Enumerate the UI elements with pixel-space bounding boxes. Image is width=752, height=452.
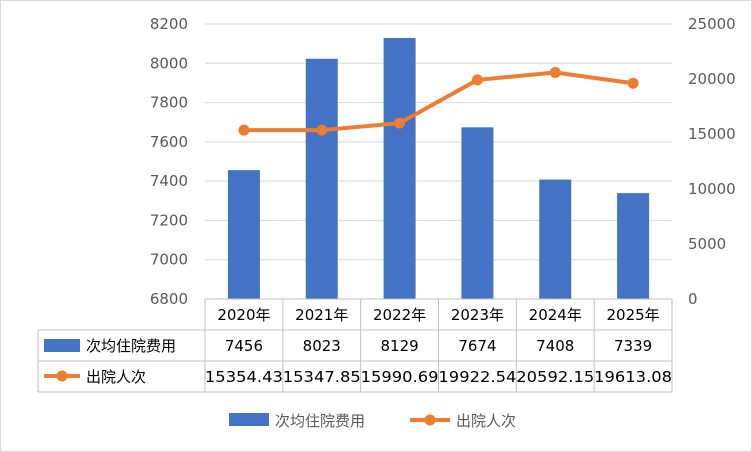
line-point [394,117,406,129]
left-y-axis: 6800 7000 7200 7400 7600 7800 8000 8200 [150,15,188,308]
line-value-label: 15347.85 [283,368,361,386]
category-label: 2022年 [373,306,426,324]
right-y-axis: 0 5000 10000 15000 20000 25000 [688,15,736,308]
line-point [316,124,328,136]
bar-series-name: 次均住院费用 [86,337,176,355]
left-tick-label: 7400 [150,172,188,190]
line-path [243,70,634,133]
right-tick-label: 20000 [688,70,736,88]
line-value-label: 15990.69 [361,368,439,386]
left-tick-label: 7200 [150,211,188,229]
bar [227,170,260,299]
bar-value-label: 8023 [303,337,341,355]
left-tick-label: 7600 [150,133,188,151]
line-point [238,124,250,136]
left-tick-label: 8000 [150,54,188,72]
category-label: 2023年 [451,306,504,324]
bar-value-label: 7674 [458,337,496,355]
category-label: 2025年 [606,306,659,324]
line-point [627,77,639,89]
right-tick-label: 15000 [688,125,736,143]
right-tick-label: 25000 [688,15,736,33]
data-table: 2020年 7456 15354.43 2021年 8023 15347.85 2022年 8… [37,298,673,393]
bar-key [44,339,80,352]
bar-value-label: 7456 [225,337,263,355]
bar-value-label: 7408 [536,337,574,355]
line-series-name: 出院人次 [86,368,146,386]
line-point [471,74,483,86]
left-tick-label: 8200 [150,15,188,33]
bar-series [227,37,650,300]
right-tick-label: 0 [688,290,698,308]
line-point [549,66,561,78]
legend-bar-label: 次均住院费用 [275,412,365,430]
left-tick-label: 6800 [150,290,188,308]
line-key-marker [56,370,68,382]
left-tick-label: 7800 [150,94,188,112]
bar-value-label: 7339 [614,337,652,355]
bar [305,58,338,300]
legend: 次均住院费用 出院人次 [229,412,516,430]
legend-line-label: 出院人次 [456,412,516,430]
bar [539,179,572,299]
category-label: 2020年 [217,306,270,324]
bar [383,37,416,299]
left-tick-label: 7000 [150,251,188,269]
line-value-label: 20592.15 [516,368,594,386]
bar [461,127,494,299]
category-label: 2024年 [529,306,582,324]
right-tick-label: 5000 [688,235,726,253]
line-series [238,66,639,136]
legend-bar-key [229,413,269,426]
bar-value-label: 8129 [380,337,418,355]
legend-line-marker [424,414,436,426]
right-tick-label: 10000 [688,180,736,198]
bar [617,193,650,299]
line-value-label: 19922.54 [438,368,516,386]
line-value-label: 19613.08 [594,368,672,386]
line-value-label: 15354.43 [205,368,283,386]
category-label: 2021年 [295,306,348,324]
